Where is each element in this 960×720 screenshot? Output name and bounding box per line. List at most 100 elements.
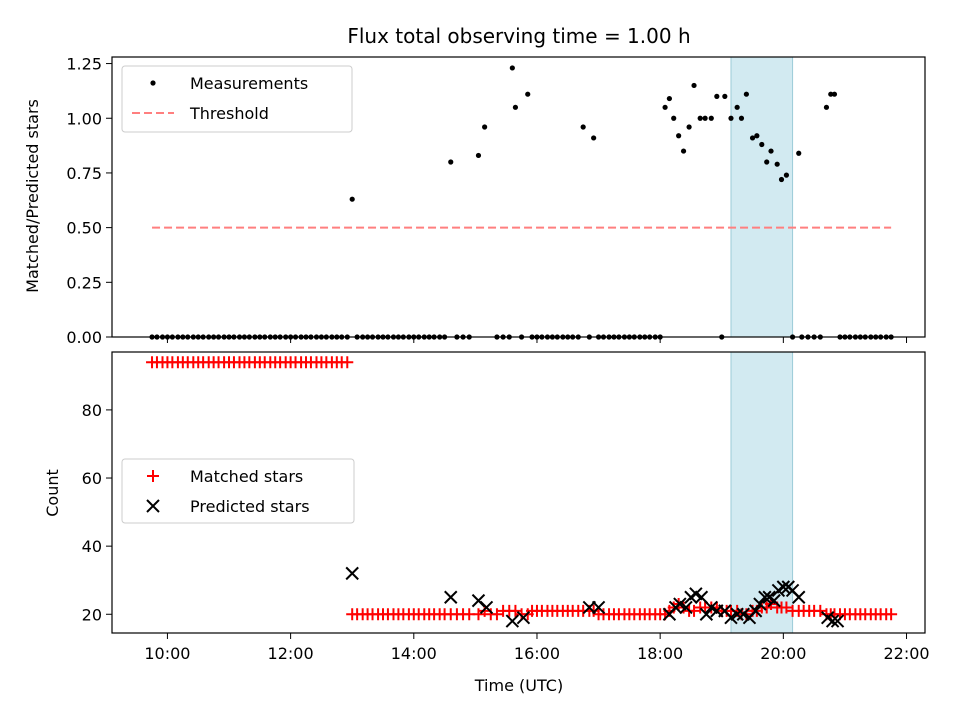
y-tick-label: 0.50 (66, 219, 102, 238)
matched-stars-point (472, 608, 485, 621)
bottom-y-axis-title: Count (43, 469, 62, 517)
legend-label: Measurements (190, 74, 308, 93)
measurements-point (671, 115, 677, 121)
bottom-panel: 20 40 60 80 Matched stars Predicted stars (82, 351, 926, 639)
predicted-stars-point (479, 600, 494, 615)
y-tick-label: 60 (82, 469, 102, 488)
predicted-stars-point (792, 590, 806, 604)
top-panel: 0.00 0.25 0.50 0.75 1.00 1.25 Measurements Thre… (66, 55, 926, 347)
predicted-stars-point (444, 590, 458, 604)
highlight-band (730, 56, 794, 338)
measurements-point (676, 133, 682, 139)
measurements-point (743, 91, 749, 97)
measurements-point (828, 91, 834, 97)
predicted-stars-point (767, 593, 781, 608)
predicted-stars-point (591, 600, 606, 615)
predicted-stars-point (753, 597, 767, 611)
measurements-point (708, 115, 714, 121)
x-tick-label: 16:00 (514, 644, 560, 663)
y-tick-label: 40 (82, 537, 102, 556)
legend-label: Matched stars (190, 467, 303, 486)
predicted-stars-point (673, 597, 687, 611)
measurements-point (448, 159, 454, 165)
predicted-stars-point (825, 614, 840, 628)
predicted-stars-point (699, 607, 714, 621)
x-axis: 10:00 12:00 14:00 16:00 18:00 20:00 22:00 (144, 644, 929, 663)
legend-label: Predicted stars (190, 497, 310, 516)
predicted-stars-point (505, 614, 520, 628)
top-y-axis-title: Matched/Predicted stars (23, 99, 42, 293)
measurements-point (783, 172, 790, 178)
legend: Matched stars Predicted stars (121, 458, 355, 524)
measurements-point (796, 150, 802, 156)
measurements-point (591, 135, 597, 141)
panel-frame (111, 351, 926, 634)
measurements-point (734, 104, 740, 110)
measurements-point (778, 176, 785, 183)
predicted-stars-point (758, 590, 772, 604)
y-tick-label: 1.25 (66, 55, 102, 74)
measurements-point (722, 93, 728, 99)
measurements-point (580, 124, 586, 130)
y-tick-label: 80 (82, 401, 102, 420)
predicted-stars-point (694, 590, 709, 604)
y-tick-label: 20 (82, 605, 102, 624)
predicted-stars-point (730, 607, 744, 621)
measurements-point (774, 161, 780, 167)
measurements-point (702, 115, 708, 121)
legend-label: Threshold (189, 104, 269, 123)
y-tick-label: 1.00 (66, 109, 102, 128)
matched-stars-point (490, 608, 503, 621)
x-tick-label: 12:00 (268, 644, 314, 663)
x-tick-label: 20:00 (760, 644, 806, 663)
measurements-point (697, 115, 703, 121)
matched-stars-point (885, 608, 898, 621)
legend-measurements-swatch (150, 80, 156, 86)
legend: Measurements Threshold (121, 65, 353, 133)
measurements-point (754, 133, 760, 139)
predicted-stars-point (516, 610, 531, 625)
measurements-point (509, 65, 515, 71)
x-tick-label: 14:00 (391, 644, 437, 663)
chart-title: Flux total observing time = 1.00 h (347, 24, 690, 48)
x-axis-title: Time (UTC) (474, 676, 563, 695)
measurements-point (680, 148, 687, 154)
matched-stars-point (341, 356, 354, 369)
y-tick-label: 0.00 (66, 328, 102, 347)
measurements-point (349, 196, 355, 202)
predicted-stars-point (776, 580, 791, 594)
matched-stars-point (814, 604, 827, 617)
x-tick-label: 10:00 (144, 644, 190, 663)
measurements-point (482, 124, 488, 130)
measurements-point (662, 104, 668, 110)
measurements-point (714, 93, 720, 99)
panel-frame (111, 56, 926, 338)
measurements-point (831, 91, 838, 97)
legend-box (121, 65, 353, 133)
legend-matched-swatch (147, 470, 159, 482)
matched-stars-point (509, 604, 522, 617)
x-tick-label: 22:00 (883, 644, 929, 663)
measurements-point (475, 152, 482, 159)
measurements-point (512, 104, 519, 110)
predicted-stars-point (748, 604, 763, 618)
measurements-point (686, 124, 692, 130)
predicted-stars-point (345, 566, 359, 581)
legend-box (121, 458, 355, 524)
legend-predicted-swatch (146, 499, 160, 513)
measurements-point (738, 115, 745, 121)
matched-stars-point (780, 601, 793, 614)
measurements-point (525, 91, 531, 97)
predicted-stars-point (736, 607, 751, 621)
measurements-point (749, 135, 756, 141)
measurements-point (666, 95, 672, 102)
measurements-point (764, 159, 770, 165)
y-tick-label: 0.25 (66, 273, 102, 292)
x-tick-label: 18:00 (637, 644, 683, 663)
measurements-point (823, 104, 830, 110)
measurements-point (768, 148, 774, 154)
predicted-stars-point (724, 610, 738, 625)
y-tick-label: 0.75 (66, 164, 102, 183)
measurements-point (728, 115, 734, 121)
